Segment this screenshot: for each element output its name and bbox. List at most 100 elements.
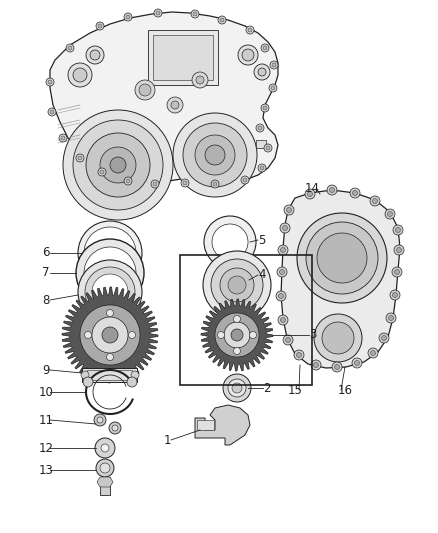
Bar [197,420,214,430]
Text: 7: 7 [42,266,50,279]
Circle shape [261,44,269,52]
Circle shape [78,260,142,324]
Text: 3: 3 [309,328,317,342]
Circle shape [96,22,104,30]
Text: 9: 9 [42,364,50,376]
Circle shape [270,61,278,69]
Bar [82,368,137,382]
Text: 10: 10 [39,385,53,399]
Circle shape [68,46,72,50]
Circle shape [307,191,312,197]
Circle shape [306,222,378,294]
Text: 2: 2 [263,382,271,394]
Circle shape [183,123,247,187]
Circle shape [98,24,102,28]
Circle shape [228,276,246,294]
Circle shape [392,293,398,297]
Circle shape [50,110,54,114]
Circle shape [48,108,56,116]
Circle shape [314,314,362,362]
Circle shape [215,313,259,357]
Circle shape [83,377,93,387]
Polygon shape [195,405,250,445]
Circle shape [283,225,287,230]
Circle shape [204,216,256,268]
Circle shape [63,110,173,220]
Circle shape [124,13,132,21]
Text: 15: 15 [288,384,302,397]
Circle shape [264,144,272,152]
Circle shape [381,335,386,341]
Circle shape [283,335,293,345]
Circle shape [85,332,92,338]
Circle shape [156,11,160,15]
Circle shape [261,104,269,112]
Circle shape [193,12,197,16]
Circle shape [258,164,266,172]
Circle shape [241,176,249,184]
Circle shape [371,351,375,356]
Circle shape [97,417,103,423]
Circle shape [223,374,251,402]
Circle shape [126,179,130,183]
Circle shape [46,78,54,86]
Circle shape [100,463,110,473]
Circle shape [95,438,115,458]
Circle shape [233,316,240,322]
Circle shape [278,315,288,325]
Circle shape [271,86,275,90]
Circle shape [173,113,257,197]
Circle shape [280,223,290,233]
Text: 12: 12 [39,441,53,455]
Text: 13: 13 [39,464,53,477]
Circle shape [317,233,367,283]
Circle shape [263,106,267,110]
Circle shape [224,322,250,348]
Circle shape [335,365,339,369]
Circle shape [372,198,378,204]
Circle shape [112,425,118,431]
Circle shape [392,267,402,277]
Circle shape [368,348,378,358]
Circle shape [131,371,139,379]
Circle shape [353,190,357,196]
Circle shape [80,305,140,365]
Circle shape [286,337,290,343]
Circle shape [286,207,292,213]
Polygon shape [201,299,273,371]
Text: 16: 16 [338,384,353,397]
Circle shape [81,371,89,379]
Circle shape [294,350,304,360]
Text: 8: 8 [42,294,49,306]
Circle shape [350,188,360,198]
Circle shape [171,101,179,109]
Circle shape [250,332,257,338]
Bar [148,30,218,85]
Circle shape [385,209,395,219]
Circle shape [354,360,360,366]
Circle shape [128,332,135,338]
Circle shape [327,185,337,195]
Circle shape [84,227,136,279]
Circle shape [322,322,354,354]
Bar [180,255,312,385]
Polygon shape [62,287,158,383]
Circle shape [92,317,128,353]
Circle shape [73,120,163,210]
Circle shape [280,318,286,322]
Text: 1: 1 [163,433,171,447]
Circle shape [86,46,104,64]
Circle shape [218,16,226,24]
Circle shape [305,189,315,199]
Circle shape [228,379,246,397]
Circle shape [153,182,157,186]
Circle shape [297,352,301,358]
Text: 11: 11 [39,414,53,426]
Circle shape [277,267,287,277]
Circle shape [284,205,294,215]
Circle shape [106,310,113,317]
Circle shape [76,239,144,307]
Circle shape [211,259,263,311]
Polygon shape [97,477,113,487]
Circle shape [232,383,242,393]
